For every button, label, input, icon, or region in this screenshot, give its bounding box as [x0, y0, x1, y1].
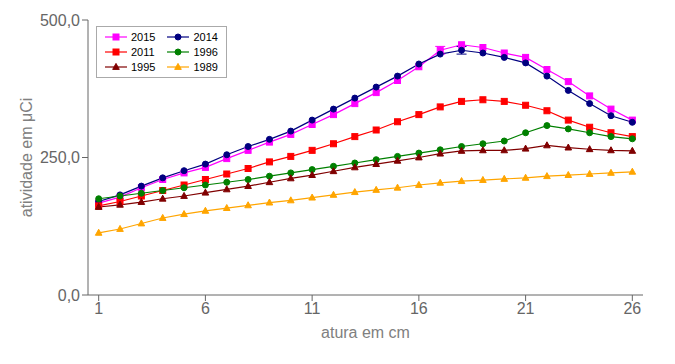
svg-text:26: 26 — [623, 300, 641, 317]
svg-text:16: 16 — [410, 300, 428, 317]
svg-text:500,0: 500,0 — [40, 12, 80, 29]
svg-text:11: 11 — [304, 300, 321, 317]
svg-text:atividade em μCi: atividade em μCi — [18, 98, 35, 218]
svg-text:1: 1 — [94, 300, 103, 317]
html-text:2014: 2014 — [193, 31, 218, 43]
svg-text:0,0: 0,0 — [58, 287, 80, 304]
html-text:1995: 1995 — [131, 61, 156, 73]
svg-text:6: 6 — [201, 300, 210, 317]
html-text:1996: 1996 — [193, 46, 218, 58]
html-text:2015: 2015 — [131, 31, 156, 43]
svg-text:atura em cm: atura em cm — [321, 324, 410, 341]
svg-text:250,0: 250,0 — [40, 149, 80, 166]
html-text:2011: 2011 — [131, 46, 155, 58]
html-text:1989: 1989 — [193, 61, 218, 73]
svg-text:21: 21 — [517, 300, 535, 317]
